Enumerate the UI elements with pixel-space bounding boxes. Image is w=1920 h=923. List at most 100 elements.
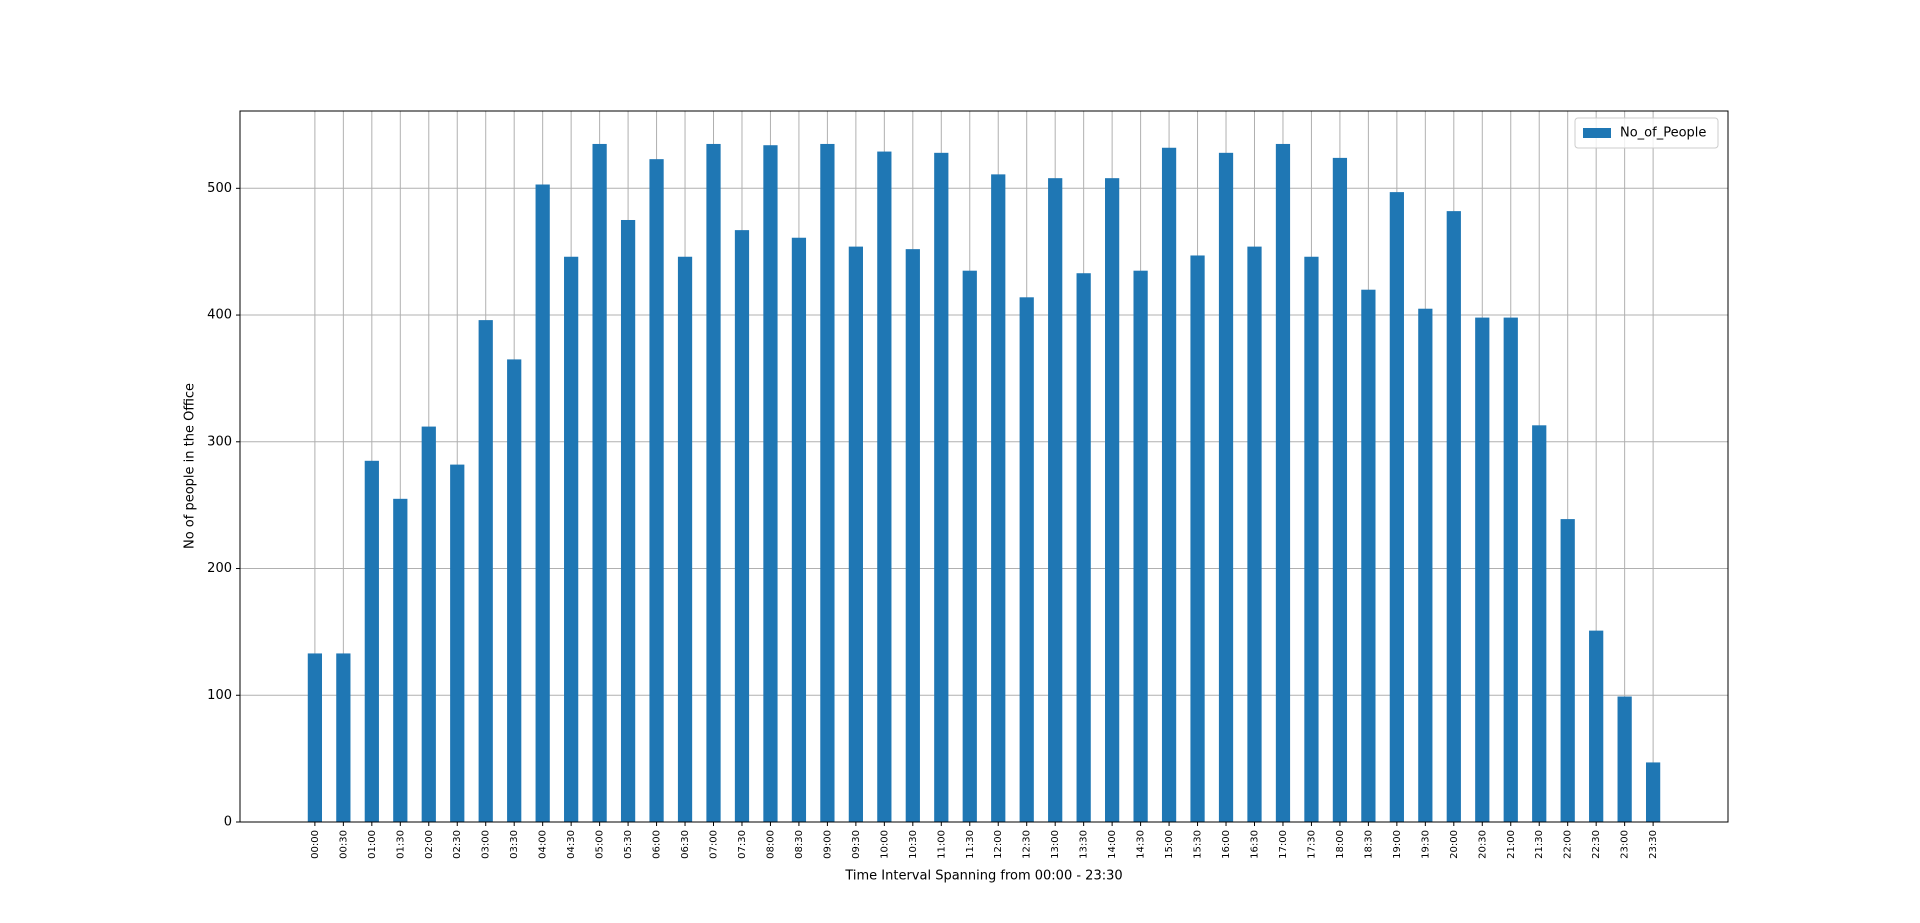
- x-tick-label: 18:30: [1363, 830, 1374, 859]
- x-tick-label: 02:00: [424, 830, 435, 859]
- x-tick-label: 15:30: [1193, 830, 1204, 859]
- x-tick-label: 09:30: [851, 830, 862, 859]
- bar: [478, 320, 493, 822]
- x-tick-label: 19:00: [1392, 830, 1403, 859]
- x-tick-label: 23:00: [1620, 830, 1631, 859]
- x-tick-label: 17:00: [1278, 830, 1289, 859]
- y-axis-label: No of people in the Office: [183, 383, 198, 549]
- bar: [393, 498, 408, 822]
- bar: [1617, 696, 1632, 822]
- x-tick-label: 11:00: [936, 830, 947, 859]
- x-tick-label: 18:00: [1335, 830, 1346, 859]
- x-tick-label: 16:30: [1249, 830, 1260, 859]
- bar: [1389, 192, 1404, 822]
- legend-label: No_of_People: [1620, 126, 1706, 141]
- x-tick-label: 02:30: [452, 830, 463, 859]
- x-tick-label: 04:00: [538, 830, 549, 859]
- y-tick-label: 300: [207, 434, 232, 449]
- x-tick-label: 01:30: [395, 830, 406, 859]
- x-tick-label: 06:30: [680, 830, 691, 859]
- bar: [1503, 317, 1518, 822]
- bar: [1019, 297, 1034, 822]
- x-tick-label: 13:00: [1050, 830, 1061, 859]
- bar: [1048, 178, 1063, 822]
- bar: [421, 426, 436, 822]
- bar: [848, 246, 863, 822]
- bar: [934, 152, 949, 822]
- bar: [307, 653, 323, 822]
- y-tick-label: 200: [207, 561, 232, 576]
- bar: [1190, 255, 1205, 823]
- x-tick-label: 21:00: [1506, 830, 1517, 859]
- bar: [1105, 178, 1120, 822]
- x-tick-label: 13:30: [1079, 830, 1090, 859]
- x-tick-label: 12:30: [1022, 830, 1033, 859]
- bar: [734, 230, 750, 823]
- x-tick-label: 04:30: [566, 830, 577, 859]
- y-tick-label: 100: [207, 688, 232, 703]
- bar: [991, 174, 1006, 822]
- bar: [1133, 270, 1148, 823]
- y-tick-label: 400: [207, 308, 232, 323]
- x-tick-label: 22:00: [1563, 830, 1574, 859]
- bar: [535, 184, 550, 822]
- x-tick-label: 23:30: [1648, 830, 1659, 859]
- bar: [763, 145, 778, 823]
- x-tick-label: 21:30: [1534, 830, 1545, 859]
- bar: [507, 359, 522, 822]
- x-tick-label: 14:00: [1107, 830, 1118, 859]
- x-tick-label: 14:30: [1136, 830, 1147, 859]
- bar: [1361, 289, 1376, 822]
- bar: [592, 143, 607, 822]
- x-tick-label: 11:30: [965, 830, 976, 859]
- bar: [820, 143, 835, 822]
- x-tick-label: 10:30: [908, 830, 919, 859]
- legend-box: [1574, 117, 1719, 149]
- bar: [706, 143, 721, 822]
- bar: [364, 460, 379, 822]
- y-tick-label: 500: [207, 181, 232, 196]
- bar: [1475, 317, 1490, 822]
- bar: [1304, 256, 1319, 822]
- legend-swatch: [1583, 128, 1611, 138]
- bar: [877, 151, 892, 822]
- x-tick-label: 19:30: [1420, 830, 1431, 859]
- bar: [905, 249, 920, 822]
- bar: [1560, 519, 1575, 822]
- bar: [791, 237, 807, 822]
- x-axis-label: Time Interval Spanning from 00:00 - 23:3…: [844, 869, 1122, 884]
- x-tick-label: 15:00: [1164, 830, 1175, 859]
- bar: [1418, 308, 1433, 822]
- x-tick-label: 17:30: [1306, 830, 1317, 859]
- bar: [1645, 762, 1661, 822]
- bar: [677, 256, 693, 822]
- bar: [450, 464, 465, 822]
- x-tick-label: 20:00: [1449, 830, 1460, 859]
- x-tick-label: 16:00: [1221, 830, 1232, 859]
- bar: [1076, 273, 1091, 822]
- x-tick-label: 10:00: [879, 830, 890, 859]
- x-tick-label: 07:30: [737, 830, 748, 859]
- x-tick-label: 06:00: [652, 830, 663, 859]
- bar: [620, 219, 636, 823]
- bar: [1589, 630, 1604, 822]
- x-tick-label: 08:30: [794, 830, 805, 859]
- plot-frame: [239, 110, 1729, 823]
- x-tick-label: 20:30: [1477, 830, 1488, 859]
- bar: [564, 256, 579, 822]
- bar: [336, 653, 351, 822]
- x-tick-label: 08:00: [765, 830, 776, 859]
- x-tick-label: 05:00: [595, 830, 606, 859]
- bar: [1446, 211, 1461, 823]
- x-tick-label: 00:30: [338, 830, 349, 859]
- x-tick-label: 00:00: [310, 830, 321, 859]
- x-tick-label: 09:00: [822, 830, 833, 859]
- bar: [1532, 425, 1547, 822]
- x-tick-label: 01:00: [367, 830, 378, 859]
- bar: [1218, 152, 1234, 822]
- x-tick-label: 22:30: [1591, 830, 1602, 859]
- bar: [1275, 143, 1291, 822]
- x-tick-label: 03:00: [481, 830, 492, 859]
- x-tick-label: 05:30: [623, 830, 634, 859]
